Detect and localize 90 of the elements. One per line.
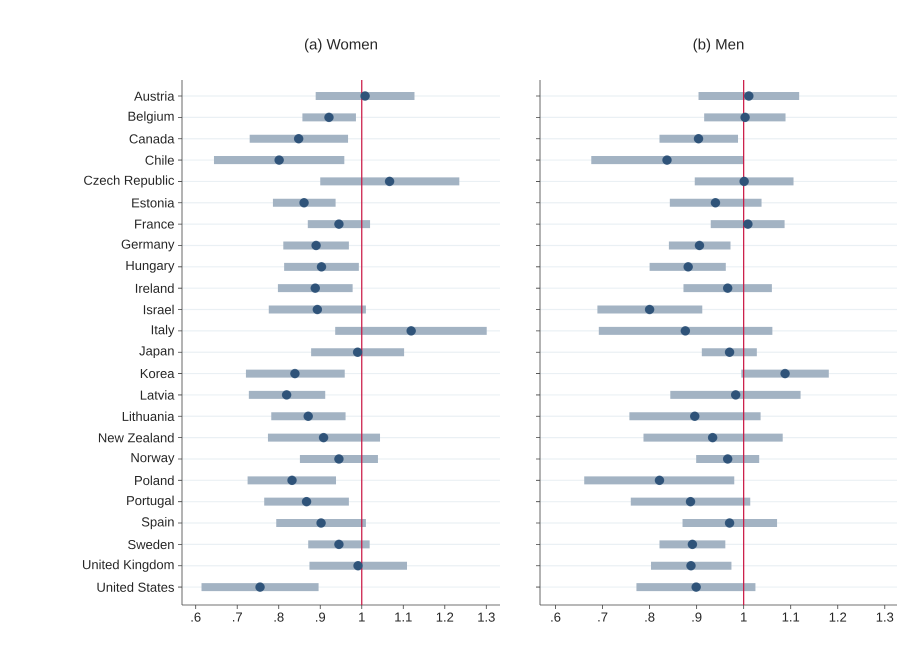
y-tick-label: Estonia xyxy=(132,198,174,208)
x-tick-label: .8 xyxy=(645,612,654,622)
point xyxy=(255,582,265,592)
x-tick-label: 1.2 xyxy=(436,612,454,622)
point xyxy=(318,432,328,442)
point xyxy=(686,496,696,506)
y-tick-label: Poland xyxy=(135,476,174,486)
point xyxy=(644,304,654,314)
y-tick-label: Canada xyxy=(130,134,174,144)
y-tick-label: Sweden xyxy=(128,540,174,550)
point xyxy=(730,390,740,400)
point xyxy=(680,326,690,336)
point xyxy=(683,262,693,272)
point xyxy=(724,348,734,357)
y-tick-label: Spain xyxy=(142,516,174,530)
point xyxy=(353,561,363,570)
point xyxy=(694,134,704,144)
point xyxy=(352,348,362,357)
y-tick-label: United Kingdom xyxy=(82,560,174,572)
point xyxy=(780,368,790,378)
point xyxy=(316,262,326,272)
point xyxy=(287,476,297,486)
point xyxy=(290,368,300,378)
point xyxy=(708,432,718,442)
point xyxy=(299,198,309,208)
point xyxy=(334,219,344,229)
y-tick-label: Korea xyxy=(140,369,174,378)
y-tick-label: Latvia xyxy=(140,390,174,400)
y-tick-label: Ireland xyxy=(136,283,174,293)
point xyxy=(662,155,672,165)
point xyxy=(686,561,696,570)
y-tick-label: Hungary xyxy=(126,261,174,273)
point xyxy=(310,283,320,293)
x-tick-label: 1.3 xyxy=(478,612,495,622)
point xyxy=(739,176,749,186)
x-tick-label: .9 xyxy=(316,612,326,622)
point xyxy=(740,112,750,122)
point xyxy=(316,518,326,528)
y-tick-label: New Zealand xyxy=(98,432,174,442)
point xyxy=(654,476,664,486)
x-tick-label: .8 xyxy=(274,612,284,622)
point xyxy=(688,540,698,550)
point xyxy=(743,219,753,229)
point xyxy=(691,582,701,592)
point xyxy=(302,496,312,506)
point xyxy=(334,454,344,464)
point xyxy=(722,454,732,464)
y-tick-label: Portugal xyxy=(127,496,174,508)
y-tick-label: Lithuania xyxy=(122,411,174,422)
y-tick-label: Belgium xyxy=(128,111,174,124)
x-tick-label: 1.1 xyxy=(782,612,800,622)
chart-title: (a) Women xyxy=(304,38,377,53)
x-tick-label: .6 xyxy=(551,612,560,622)
point xyxy=(690,412,700,421)
x-tick-label: .7 xyxy=(232,612,242,622)
point xyxy=(384,176,394,186)
y-tick-label: Germany xyxy=(122,240,174,252)
y-tick-label: Israel xyxy=(144,304,174,314)
point xyxy=(274,155,284,165)
y-tick-label: Czech Republic xyxy=(84,175,174,188)
x-tick-label: 1 xyxy=(359,612,365,622)
chart-title: (b) Men xyxy=(694,38,744,53)
x-tick-label: 1.3 xyxy=(876,612,894,622)
point xyxy=(360,91,370,101)
y-tick-label: United States xyxy=(97,582,174,592)
x-tick-label: .9 xyxy=(692,612,702,622)
x-tick-label: 1.1 xyxy=(395,612,412,622)
x-tick-label: .6 xyxy=(191,612,201,622)
point xyxy=(694,240,704,250)
y-tick-label: Chile xyxy=(146,155,174,165)
point xyxy=(710,198,720,208)
point xyxy=(324,112,334,122)
point xyxy=(744,91,754,101)
point xyxy=(304,412,313,421)
point xyxy=(406,326,416,336)
point xyxy=(724,518,734,528)
y-tick-label: Japan xyxy=(139,346,174,358)
point xyxy=(312,304,322,314)
point xyxy=(334,540,344,550)
y-tick-label: Norway xyxy=(131,453,174,465)
point xyxy=(722,283,732,293)
y-tick-label: Italy xyxy=(152,324,174,337)
x-tick-label: 1.2 xyxy=(830,612,846,622)
y-tick-label: France xyxy=(135,220,174,229)
x-tick-label: .7 xyxy=(598,612,608,622)
point xyxy=(294,134,304,144)
point xyxy=(311,240,321,250)
point xyxy=(282,390,292,400)
x-tick-label: 1 xyxy=(741,612,747,622)
y-tick-label: Austria xyxy=(134,91,174,101)
